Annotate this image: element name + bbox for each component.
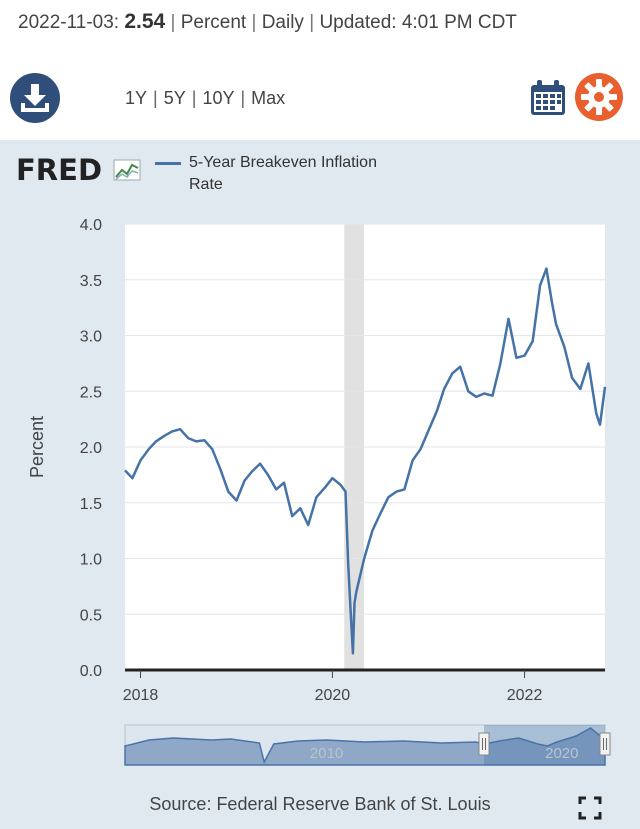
y-tick-label: 3.0 (80, 329, 102, 346)
navigator-selection[interactable] (484, 725, 605, 765)
settings-button[interactable] (574, 72, 624, 122)
range-selector: 1Y | 5Y | 10Y | Max (125, 88, 286, 108)
header-bar: 2022-11-03: 2.54 | Percent | Daily | Upd… (0, 0, 640, 60)
fred-logo: FRED (16, 150, 146, 190)
range-max[interactable]: Max (251, 88, 286, 108)
y-tick-label: 0.0 (80, 663, 102, 680)
navigator-tick-label: 2020 (545, 745, 578, 762)
y-tick-label: 2.5 (80, 384, 102, 401)
legend-series-name: 5-Year Breakeven Inflation Rate (189, 154, 377, 193)
legend-swatch (155, 162, 181, 165)
toolbar: 1Y | 5Y | 10Y | Max (0, 60, 640, 140)
line-chart: 0.0 0.5 1.0 1.5 2.0 2.5 3.0 3.5 4.0 2018 2020 2022 P… (27, 217, 611, 766)
navigator-handle-right[interactable] (599, 732, 611, 756)
series-layer (124, 267, 607, 655)
download-icon (21, 84, 49, 112)
x-tick-label: 2022 (507, 687, 543, 704)
fred-chart-icon (113, 159, 141, 181)
calendar-icon (531, 80, 565, 115)
navigator[interactable]: 2010 2020 (124, 724, 611, 766)
series-line (124, 267, 607, 655)
navigator-handle-left[interactable] (478, 732, 490, 756)
header-updated: Updated: 4:01 PM CDT (319, 12, 517, 33)
header-frequency: Daily (261, 12, 304, 33)
header-date: 2022-11-03: (18, 12, 120, 33)
axis-layer: 0.0 0.5 1.0 1.5 2.0 2.5 3.0 3.5 4.0 2018 2020 2022 P… (27, 217, 605, 704)
header-summary: 2022-11-03: 2.54 | Percent | Daily | Upd… (18, 10, 517, 33)
range-5y[interactable]: 5Y (163, 88, 186, 108)
expand-icon (578, 796, 602, 820)
y-tick-label: 3.5 (80, 273, 102, 290)
grid-layer (125, 223, 605, 615)
x-tick-label: 2020 (315, 687, 351, 704)
y-axis-label: Percent (27, 416, 47, 478)
navigator-series (124, 727, 606, 766)
navigator-tick-label: 2010 (310, 745, 343, 762)
chart-legend: 5-Year Breakeven Inflation Rate (155, 152, 405, 196)
calendar-button[interactable] (528, 78, 568, 118)
header-value: 2.54 (124, 10, 166, 33)
x-tick-label: 2018 (123, 687, 159, 704)
y-tick-label: 4.0 (80, 217, 102, 234)
fullscreen-button[interactable] (578, 796, 602, 820)
range-10y[interactable]: 10Y (202, 88, 235, 108)
gear-icon (575, 73, 623, 121)
y-tick-label: 1.0 (80, 552, 102, 569)
range-1y[interactable]: 1Y (125, 88, 148, 108)
chart-area: FRED 5-Year Breakeven Inflation Rate 0.0… (0, 140, 640, 829)
fred-logo-text: FRED (16, 153, 102, 187)
y-tick-label: 1.5 (80, 496, 102, 513)
y-tick-label: 2.0 (80, 440, 102, 457)
header-unit: Percent (180, 12, 247, 33)
download-button[interactable] (10, 73, 60, 123)
source-text: Source: Federal Reserve Bank of St. Loui… (149, 794, 491, 814)
y-tick-label: 0.5 (80, 607, 102, 624)
